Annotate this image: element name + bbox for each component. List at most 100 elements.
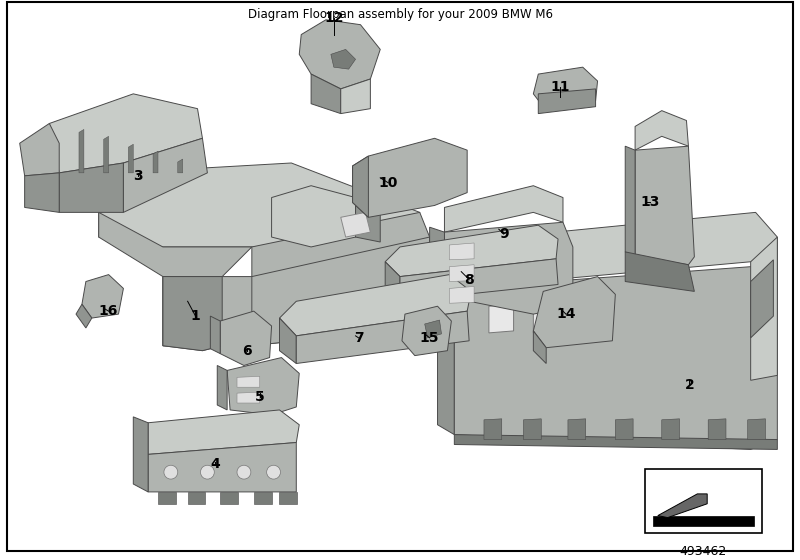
Polygon shape [450, 287, 474, 304]
Polygon shape [450, 243, 474, 260]
Polygon shape [178, 159, 182, 173]
Polygon shape [534, 277, 615, 348]
Polygon shape [104, 136, 109, 173]
Polygon shape [635, 111, 689, 150]
Text: 14: 14 [556, 307, 576, 321]
Polygon shape [148, 410, 299, 454]
Polygon shape [534, 304, 558, 333]
Text: 11: 11 [550, 80, 570, 94]
Polygon shape [400, 259, 558, 301]
Text: 6: 6 [242, 344, 252, 358]
Polygon shape [523, 419, 542, 440]
Polygon shape [220, 492, 238, 504]
Polygon shape [454, 265, 778, 450]
Polygon shape [454, 435, 778, 450]
Polygon shape [615, 419, 633, 440]
Polygon shape [25, 173, 59, 212]
Polygon shape [279, 492, 298, 504]
Text: 15: 15 [420, 331, 439, 345]
Polygon shape [450, 265, 474, 282]
Text: 12: 12 [324, 11, 343, 25]
Circle shape [237, 465, 251, 479]
Polygon shape [76, 304, 92, 328]
Polygon shape [341, 212, 370, 237]
Polygon shape [210, 316, 220, 353]
Polygon shape [279, 318, 296, 363]
Polygon shape [331, 49, 355, 69]
Bar [653, 516, 754, 525]
Text: Diagram Floorpan assembly for your 2009 BMW M6: Diagram Floorpan assembly for your 2009 … [247, 8, 553, 21]
Polygon shape [626, 146, 635, 257]
Polygon shape [227, 358, 299, 415]
Polygon shape [534, 67, 598, 107]
Polygon shape [658, 494, 707, 517]
Text: 8: 8 [464, 273, 474, 287]
Text: 5: 5 [255, 390, 265, 404]
Polygon shape [353, 156, 368, 217]
Text: 4: 4 [210, 458, 220, 472]
Bar [645, 469, 762, 534]
Polygon shape [299, 20, 380, 89]
Polygon shape [402, 306, 451, 356]
Polygon shape [59, 163, 123, 212]
Polygon shape [534, 331, 546, 363]
Text: 3: 3 [134, 169, 143, 183]
Polygon shape [188, 492, 206, 504]
Polygon shape [489, 304, 514, 333]
Polygon shape [425, 320, 442, 338]
Polygon shape [98, 163, 420, 247]
Circle shape [201, 465, 214, 479]
Polygon shape [750, 260, 774, 338]
Polygon shape [626, 252, 694, 291]
Polygon shape [252, 237, 430, 346]
Text: 10: 10 [378, 176, 398, 190]
Polygon shape [50, 94, 202, 173]
Polygon shape [123, 138, 207, 212]
Polygon shape [445, 186, 563, 232]
Polygon shape [134, 417, 148, 492]
Polygon shape [79, 129, 84, 173]
Polygon shape [538, 89, 595, 114]
Circle shape [266, 465, 281, 479]
Polygon shape [484, 419, 502, 440]
Polygon shape [438, 265, 454, 435]
Polygon shape [82, 274, 123, 318]
Polygon shape [430, 227, 445, 296]
Polygon shape [237, 392, 260, 403]
Polygon shape [98, 212, 252, 351]
Polygon shape [128, 144, 134, 173]
Polygon shape [662, 419, 679, 440]
Polygon shape [296, 311, 469, 363]
Polygon shape [163, 277, 222, 351]
Text: 1: 1 [190, 309, 201, 323]
Text: 7: 7 [354, 331, 363, 345]
Polygon shape [355, 198, 380, 242]
Polygon shape [237, 376, 260, 387]
Polygon shape [158, 492, 176, 504]
Polygon shape [708, 419, 726, 440]
Polygon shape [750, 237, 778, 380]
Text: 9: 9 [499, 227, 509, 241]
Polygon shape [153, 151, 158, 173]
Polygon shape [353, 138, 467, 217]
Polygon shape [271, 186, 355, 247]
Polygon shape [279, 274, 471, 336]
Polygon shape [445, 222, 573, 314]
Polygon shape [20, 123, 59, 176]
Polygon shape [148, 442, 296, 492]
Polygon shape [341, 79, 370, 114]
Text: 16: 16 [99, 304, 118, 318]
Polygon shape [385, 262, 400, 301]
Text: 13: 13 [640, 195, 659, 209]
Text: 2: 2 [685, 378, 694, 392]
Polygon shape [311, 74, 341, 114]
Polygon shape [254, 492, 271, 504]
Polygon shape [163, 212, 430, 346]
Polygon shape [635, 146, 694, 265]
Polygon shape [385, 225, 558, 277]
Polygon shape [438, 212, 778, 288]
Circle shape [164, 465, 178, 479]
Polygon shape [220, 311, 271, 366]
Polygon shape [568, 419, 586, 440]
Polygon shape [582, 304, 607, 333]
